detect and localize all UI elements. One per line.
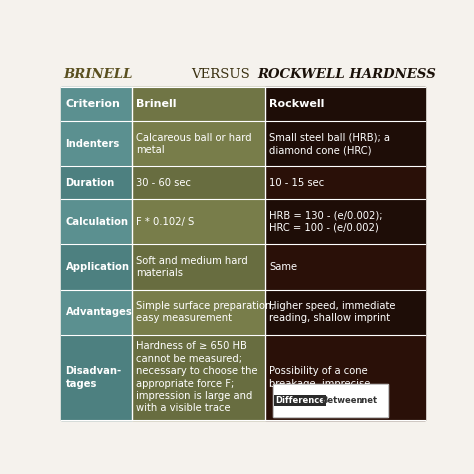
Text: Difference: Difference [275, 396, 325, 405]
Text: Duration: Duration [65, 178, 115, 188]
Bar [265, 121, 425, 166]
Bar [132, 290, 265, 335]
Bar [132, 245, 265, 290]
Bar [265, 166, 425, 199]
Text: Soft and medium hard
materials: Soft and medium hard materials [137, 256, 248, 278]
Bar [265, 335, 425, 420]
Text: Criterion: Criterion [65, 99, 120, 109]
Text: 30 - 60 sec: 30 - 60 sec [137, 178, 191, 188]
Bar [132, 335, 265, 420]
Text: Between: Between [321, 396, 363, 405]
Bar [61, 166, 132, 199]
Bar [265, 245, 425, 290]
Text: Higher speed, immediate
reading, shallow imprint: Higher speed, immediate reading, shallow… [269, 301, 396, 323]
Bar [132, 199, 265, 245]
Bar [61, 199, 132, 245]
Text: Simple surface preparation,
easy measurement: Simple surface preparation, easy measure… [137, 301, 275, 323]
Text: Small steel ball (HRB); a
diamond cone (HRC): Small steel ball (HRB); a diamond cone (… [269, 133, 390, 155]
Bar [132, 121, 265, 166]
Bar [61, 121, 132, 166]
Bar [265, 199, 425, 245]
Bar [61, 87, 132, 121]
Bar [265, 290, 425, 335]
Text: Brinell: Brinell [137, 99, 177, 109]
Bar [265, 87, 425, 121]
Text: Calculation: Calculation [65, 217, 128, 227]
Bar [132, 87, 265, 121]
Bar [273, 384, 388, 417]
Text: Calcareous ball or hard
metal: Calcareous ball or hard metal [137, 133, 252, 155]
Text: Indenters: Indenters [65, 139, 120, 149]
Text: VERSUS: VERSUS [191, 68, 250, 81]
Bar [61, 335, 132, 420]
Bar [61, 290, 132, 335]
Text: Advantages: Advantages [65, 307, 132, 317]
Text: 10 - 15 sec: 10 - 15 sec [269, 178, 324, 188]
Text: Rockwell: Rockwell [269, 99, 325, 109]
Text: .net: .net [358, 396, 377, 405]
Text: ROCKWELL HARDNESS: ROCKWELL HARDNESS [258, 68, 437, 81]
Text: Application: Application [65, 262, 129, 272]
Bar [61, 245, 132, 290]
Text: Hardness of ≥ 650 HB
cannot be measured;
necessary to choose the
appropriate for: Hardness of ≥ 650 HB cannot be measured;… [137, 341, 258, 413]
Text: HRB = 130 - (e/0.002);
HRC = 100 - (e/0.002): HRB = 130 - (e/0.002); HRC = 100 - (e/0.… [269, 210, 383, 233]
Text: Same: Same [269, 262, 297, 272]
Text: Possibility of a cone
breakage, imprecise: Possibility of a cone breakage, imprecis… [269, 366, 371, 389]
Bar [132, 166, 265, 199]
Text: F * 0.102/ S: F * 0.102/ S [137, 217, 195, 227]
Text: BRINELL: BRINELL [63, 68, 132, 81]
Text: Disadvan-
tages: Disadvan- tages [65, 366, 122, 389]
